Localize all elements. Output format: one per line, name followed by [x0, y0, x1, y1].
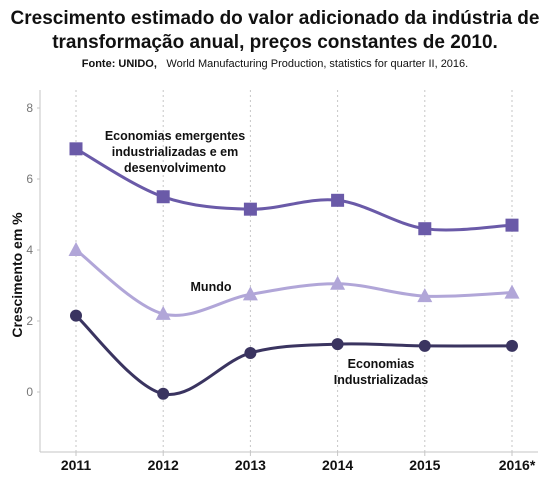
data-point-circle-2-3	[331, 338, 344, 351]
grid	[75, 90, 513, 452]
data-point-triangle-1-3	[330, 275, 346, 290]
y-axis-label: Crescimento em %	[9, 212, 25, 338]
series-line-1	[74, 248, 514, 317]
x-tick-label-2: 2013	[235, 457, 266, 473]
series-label-line-0-2: desenvolvimento	[124, 161, 226, 175]
data-point-triangle-1-0	[68, 242, 84, 256]
axes: 0 2 4 6 8 2011 2012 2013 2014 2015 2016*	[26, 90, 538, 473]
source-text: World Manufacturing Production, statisti…	[166, 58, 468, 70]
y-tick-label-2: 2	[26, 314, 33, 328]
data-point-square-0-1	[156, 190, 170, 204]
series-label-line-2-1: Industrializadas	[334, 373, 429, 387]
data-point-triangle-1-1	[155, 305, 171, 320]
series	[68, 142, 520, 400]
chart-title-line-1: Crescimento estimado do valor adicionado…	[11, 8, 540, 29]
x-tick-label-0: 2011	[61, 457, 92, 473]
y-tick-label-8: 8	[26, 101, 33, 115]
series-1	[68, 242, 520, 320]
data-point-square-0-0	[69, 142, 83, 156]
data-point-circle-2-4	[418, 339, 431, 352]
data-point-square-0-5	[505, 218, 519, 232]
series-label-line-2-0: Economias	[348, 357, 415, 371]
x-tick-label-3: 2014	[322, 457, 353, 473]
series-2	[70, 309, 518, 400]
x-tick-label-4: 2015	[409, 457, 440, 473]
data-point-square-0-4	[418, 222, 432, 236]
data-point-circle-2-1	[157, 387, 170, 400]
data-point-square-0-3	[331, 193, 345, 207]
data-point-square-0-2	[243, 202, 257, 216]
data-point-circle-2-5	[506, 339, 518, 352]
y-tick-label-6: 6	[26, 172, 33, 186]
series-label-0: Economias emergentes industrializadas e e…	[105, 129, 245, 175]
data-point-triangle-1-2	[242, 286, 258, 301]
source-label: Fonte: UNIDO,	[82, 58, 157, 70]
data-point-triangle-1-5	[504, 284, 520, 299]
y-tick-label-4: 4	[26, 243, 33, 257]
series-line-0	[74, 147, 514, 232]
series-label-line-1-0: Mundo	[191, 280, 232, 294]
series-label-line-0-1: industrializadas e em	[112, 145, 238, 159]
source-note: Fonte: UNIDO, World Manufacturing Produc…	[82, 54, 468, 71]
x-tick-label-5: 2016*	[499, 457, 536, 473]
data-point-circle-2-2	[244, 346, 257, 359]
series-0	[69, 142, 519, 236]
series-label-2: Economias Industrializadas	[334, 357, 429, 387]
series-annotations: Economias emergentes industrializadas e e…	[105, 129, 428, 387]
data-point-circle-2-0	[70, 309, 82, 322]
series-label-1: Mundo	[191, 280, 232, 294]
series-line-2	[74, 314, 514, 396]
chart-title-line-2: transformação anual, preços constantes d…	[52, 32, 498, 53]
data-point-triangle-1-4	[417, 288, 433, 303]
series-label-line-0-0: Economias emergentes	[105, 129, 245, 143]
x-tick-label-1: 2012	[148, 457, 179, 473]
y-tick-label-0: 0	[26, 385, 33, 399]
